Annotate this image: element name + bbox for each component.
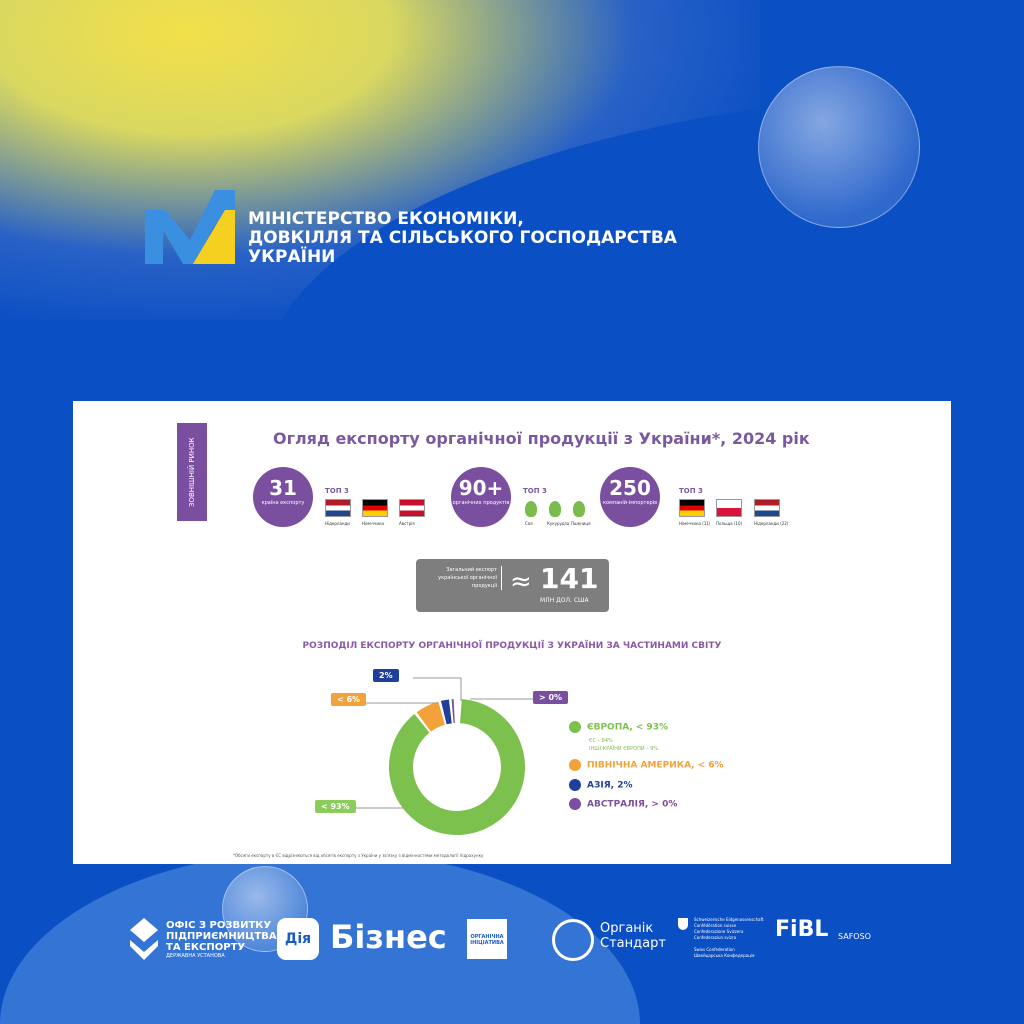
product-label: Соя — [525, 521, 533, 526]
flag-netherlands — [754, 499, 780, 517]
slice-asia — [440, 699, 452, 725]
legend-australia: АВСТРАЛІЯ, > 0% — [569, 798, 677, 810]
slice-australia — [451, 699, 455, 724]
swiss-confederation: Schweizerische Eidgenossenschaft Confédér… — [694, 917, 764, 958]
office-logo-icon — [130, 918, 158, 960]
infographic-slide: ЗОВНІШНІЙ РИНОК Огляд експорту органічно… — [73, 401, 951, 864]
label-asia: 2% — [373, 669, 399, 682]
soy-icon — [525, 501, 537, 517]
wheat-icon — [573, 501, 585, 517]
total-value: 141 — [540, 562, 599, 595]
flag-label: Німеччина — [362, 521, 384, 526]
product-label: Кукурудза — [547, 521, 570, 526]
diia-logo: Дія — [277, 918, 319, 960]
decorative-bubble — [758, 66, 920, 228]
safoso-logo: SAFOSO — [838, 932, 871, 941]
flag-label: Німеччина (11) — [679, 521, 711, 526]
top3-label: ТОП 3 — [325, 487, 349, 495]
flag-label: Австрія — [399, 521, 415, 526]
flag-germany — [679, 499, 705, 517]
stat-products: 90+ органічних продуктів — [451, 467, 511, 527]
ministry-name: МІНІСТЕРСТВО ЕКОНОМІКИ, ДОВКІЛЛЯ ТА СІЛЬС… — [248, 209, 677, 267]
label-north-america: < 6% — [331, 693, 367, 706]
legend-europe-sub: ЄС – 84% ІНШІ КРАЇНИ ЄВРОПИ – 9% — [589, 738, 659, 752]
organic-initiative-logo: ОРГАНІЧНА ІНІЦІАТИВА — [467, 919, 507, 959]
bottom-wave — [0, 850, 640, 1024]
flag-label: Нідерланди — [325, 521, 350, 526]
corn-icon — [549, 501, 561, 517]
legend-dot — [569, 798, 581, 810]
chart-title: РОЗПОДІЛ ЕКСПОРТУ ОРГАНІЧНОЇ ПРОДУКЦІЇ З… — [302, 641, 722, 651]
flag-label: Нідерланди (22) — [754, 521, 789, 526]
product-label: Пшениця — [571, 521, 591, 526]
flag-poland — [716, 499, 742, 517]
stat-countries: 31 країна експорту — [253, 467, 313, 527]
legend-north-america: ПІВНІЧНА АМЕРИКА, < 6% — [569, 759, 724, 771]
slice-europe — [388, 699, 525, 835]
total-unit: МЛН ДОЛ. США — [540, 597, 589, 604]
legend-europe: ЄВРОПА, < 93% — [569, 721, 668, 733]
fibl-logo: FiBL — [775, 917, 829, 942]
flag-label: Польща (10) — [716, 521, 743, 526]
legend-dot — [569, 721, 581, 733]
flag-austria — [399, 499, 425, 517]
swiss-shield-icon — [678, 918, 688, 930]
legend-dot — [569, 779, 581, 791]
biznes-logo: Бізнес — [330, 918, 447, 956]
label-europe: < 93% — [315, 800, 356, 813]
ministry-logo — [145, 190, 235, 264]
slice-north-america — [416, 701, 445, 732]
flag-netherlands — [325, 499, 351, 517]
organic-standard-name: Органік Стандарт — [600, 921, 666, 951]
stat-importers: 250 компаній-імпортерів — [600, 467, 660, 527]
donut-chart — [343, 677, 558, 835]
total-label: Загальний експорт української органічної… — [422, 566, 502, 590]
footnote: *Обсяги експорту в ЄС відрізняються від … — [233, 853, 484, 858]
flag-germany — [362, 499, 388, 517]
total-export-box: Загальний експорт української органічної… — [416, 559, 609, 612]
approx-sign: ≈ — [510, 567, 532, 597]
legend-dot — [569, 759, 581, 771]
label-australia: > 0% — [533, 691, 569, 704]
top3-label: ТОП 3 — [523, 487, 547, 495]
leader-line — [413, 677, 462, 701]
legend-asia: АЗІЯ, 2% — [569, 779, 632, 791]
top3-label: ТОП 3 — [679, 487, 703, 495]
slide-title: Огляд експорту органічної продукції з Ук… — [273, 429, 810, 448]
organic-standard-logo-icon — [552, 919, 594, 961]
